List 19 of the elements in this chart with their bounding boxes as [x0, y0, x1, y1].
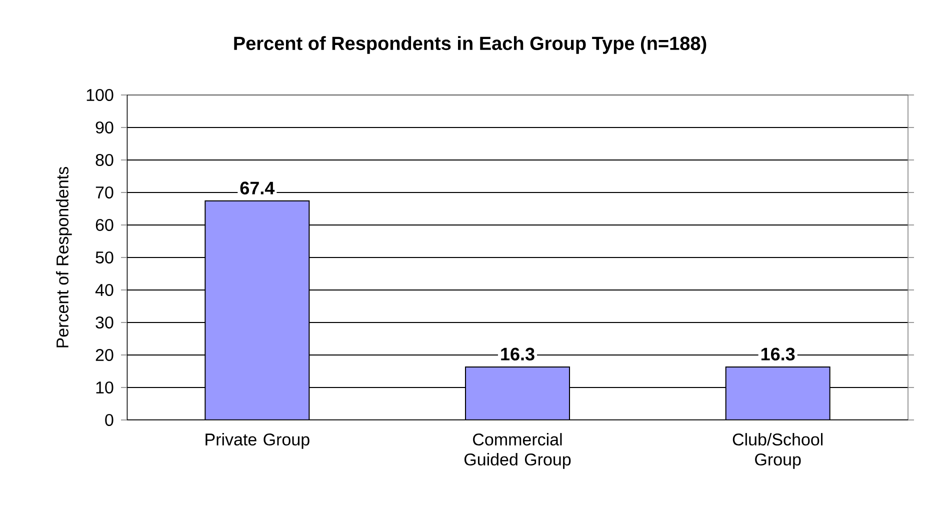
data-label: 16.3 — [501, 348, 534, 360]
y-tick-label: 30 — [96, 316, 114, 328]
y-tick-label: 80 — [96, 154, 114, 166]
y-tick-label: 100 — [86, 88, 114, 101]
y-tick-label: 70 — [96, 186, 114, 198]
y-tick-label: 20 — [96, 348, 114, 361]
x-tick-label: Commercial Guided Group — [464, 433, 571, 469]
data-label: 16.3 — [761, 348, 795, 360]
data-label: 67.4 — [240, 182, 275, 194]
y-tick-label: 90 — [96, 121, 114, 134]
y-tick-label: 50 — [96, 251, 114, 264]
y-tick-label: 10 — [96, 381, 114, 394]
y-tick-label: 40 — [95, 284, 114, 296]
y-tick-label: 60 — [96, 218, 114, 231]
x-tick-label: Private Group — [206, 433, 310, 449]
x-tick-label: Club/School Group — [732, 433, 823, 469]
chart-title: Percent of Respondents in Each Group Type (n=188) — [234, 36, 706, 54]
y-tick-label: 0 — [105, 414, 114, 426]
y-axis-title: Percent of Respondents — [56, 166, 72, 348]
